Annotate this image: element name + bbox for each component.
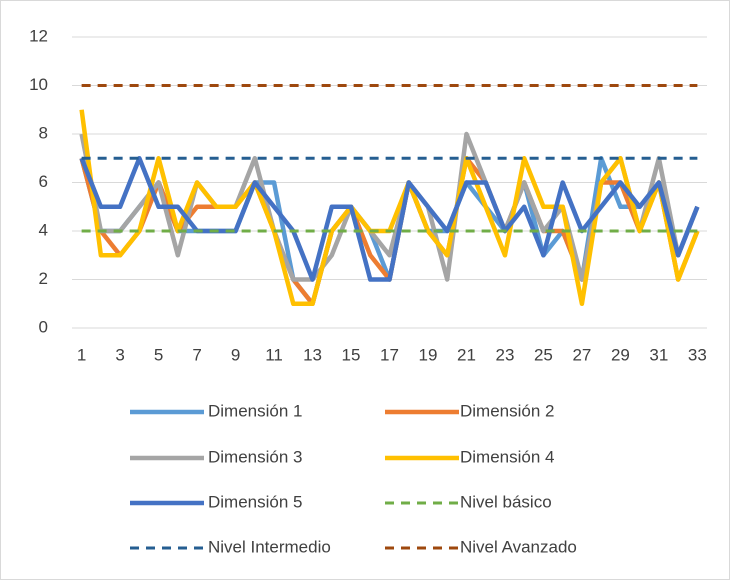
y-tick-label: 2: [39, 269, 48, 288]
series-line: [79, 156, 700, 282]
x-tick-label: 25: [534, 345, 553, 364]
legend-label: Dimensión 1: [208, 401, 303, 420]
x-tick-label: 23: [495, 345, 514, 364]
x-tick-label: 17: [380, 345, 399, 364]
x-tick-label: 9: [231, 345, 240, 364]
y-tick-label: 6: [39, 172, 48, 191]
y-tick-label: 4: [39, 220, 48, 239]
legend-label: Nivel Intermedio: [208, 537, 331, 556]
x-tick-label: 15: [342, 345, 361, 364]
legend-label: Nivel Avanzado: [460, 537, 577, 556]
x-tick-label: 1: [77, 345, 86, 364]
x-tick-label: 19: [419, 345, 438, 364]
x-tick-label: 21: [457, 345, 476, 364]
x-tick-label: 11: [265, 345, 283, 364]
x-tick-label: 7: [192, 345, 201, 364]
legend-label: Dimensión 3: [208, 447, 303, 466]
x-tick-label: 13: [303, 345, 322, 364]
y-tick-label: 8: [39, 123, 48, 142]
x-tick-label: 5: [154, 345, 163, 364]
legend-label: Dimensión 4: [460, 447, 555, 466]
y-tick-label: 12: [29, 26, 48, 45]
legend-label: Dimensión 5: [208, 492, 303, 511]
x-tick-label: 29: [611, 345, 630, 364]
y-tick-label: 10: [29, 75, 48, 94]
y-tick-label: 0: [39, 317, 48, 336]
x-tick-label: 27: [572, 345, 591, 364]
x-tick-label: 33: [688, 345, 707, 364]
legend-label: Nivel básico: [460, 492, 552, 511]
x-tick-label: 3: [115, 345, 124, 364]
legend-label: Dimensión 2: [460, 401, 555, 420]
x-tick-label: 31: [649, 345, 668, 364]
